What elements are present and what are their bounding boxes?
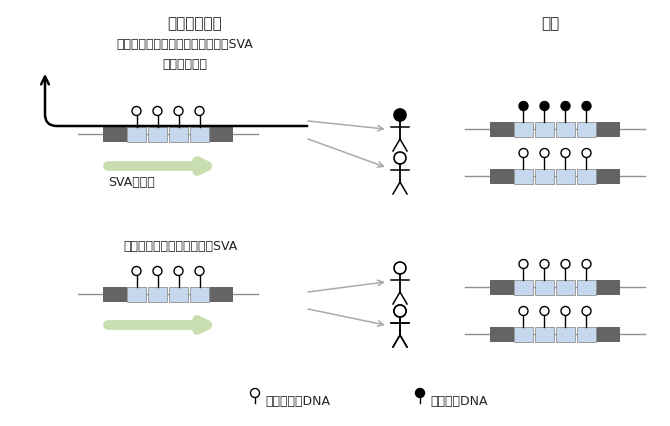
Bar	[556, 327, 575, 342]
Bar	[596, 122, 620, 137]
Bar	[556, 280, 575, 295]
Circle shape	[394, 110, 406, 122]
FancyArrowPatch shape	[41, 78, 308, 127]
Circle shape	[519, 149, 528, 158]
Bar	[169, 127, 188, 142]
Bar	[490, 280, 514, 295]
Circle shape	[540, 260, 549, 269]
Circle shape	[195, 267, 204, 276]
Bar	[148, 287, 167, 302]
Circle shape	[153, 107, 162, 116]
Bar	[127, 287, 146, 302]
Circle shape	[174, 267, 183, 276]
Text: 精子: 精子	[541, 16, 559, 31]
Bar	[577, 122, 596, 137]
Circle shape	[195, 107, 204, 116]
Bar	[490, 169, 514, 184]
Circle shape	[540, 307, 549, 316]
Text: メチル化DNA: メチル化DNA	[430, 394, 488, 408]
Bar	[535, 169, 554, 184]
Bar	[577, 280, 596, 295]
Bar	[148, 127, 167, 142]
Circle shape	[251, 389, 259, 397]
Bar	[535, 122, 554, 137]
Bar	[209, 287, 233, 302]
Bar	[127, 127, 146, 142]
Bar	[596, 169, 620, 184]
Bar	[514, 169, 533, 184]
Bar	[190, 127, 209, 142]
Bar	[577, 327, 596, 342]
Circle shape	[394, 262, 406, 274]
Bar	[514, 122, 533, 137]
Circle shape	[174, 107, 183, 116]
Bar	[535, 327, 554, 342]
Circle shape	[394, 305, 406, 317]
Circle shape	[561, 149, 570, 158]
Circle shape	[415, 389, 425, 397]
Circle shape	[561, 102, 570, 111]
Bar	[209, 127, 233, 142]
Bar	[169, 287, 188, 302]
Circle shape	[519, 102, 528, 111]
Bar	[596, 327, 620, 342]
Bar	[490, 122, 514, 137]
Text: 非メチル化DNA: 非メチル化DNA	[265, 394, 330, 408]
Circle shape	[519, 307, 528, 316]
Text: 遺伝子の向き: 遺伝子の向き	[163, 58, 208, 71]
Circle shape	[394, 153, 406, 164]
Bar	[577, 169, 596, 184]
Bar	[556, 169, 575, 184]
Circle shape	[132, 267, 141, 276]
Bar	[514, 327, 533, 342]
Text: 非転写領域に挿入しているSVA: 非転写領域に挿入しているSVA	[123, 239, 237, 253]
Circle shape	[582, 149, 591, 158]
Circle shape	[582, 260, 591, 269]
Circle shape	[153, 267, 162, 276]
Circle shape	[519, 260, 528, 269]
Text: 転写領域に逆向きに挿入しているSVA: 転写領域に逆向きに挿入しているSVA	[117, 38, 253, 51]
Circle shape	[582, 307, 591, 316]
Bar	[535, 280, 554, 295]
Bar	[190, 287, 209, 302]
Circle shape	[582, 102, 591, 111]
Circle shape	[561, 307, 570, 316]
Bar	[556, 122, 575, 137]
Bar	[103, 127, 127, 142]
Bar	[514, 280, 533, 295]
Circle shape	[561, 260, 570, 269]
Circle shape	[132, 107, 141, 116]
Circle shape	[540, 149, 549, 158]
Text: 始原生殖細胞: 始原生殖細胞	[168, 16, 222, 31]
Bar	[103, 287, 127, 302]
Circle shape	[394, 305, 406, 317]
Bar	[490, 327, 514, 342]
Bar	[596, 280, 620, 295]
Circle shape	[540, 102, 549, 111]
Text: SVAの向き: SVAの向き	[108, 176, 155, 189]
